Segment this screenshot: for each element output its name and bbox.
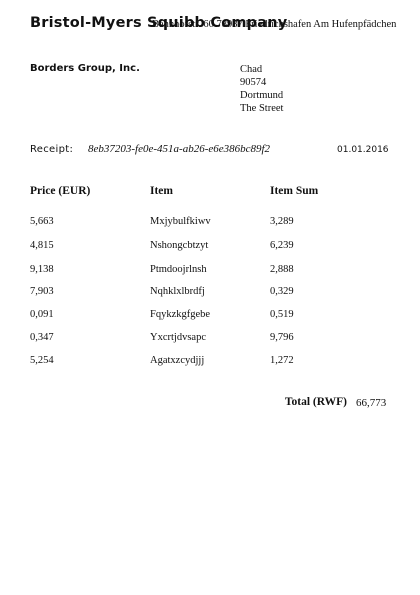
item-sum-cell: 9,796 — [270, 332, 294, 343]
item-cell: Mxjybulfkiwv — [150, 216, 211, 227]
company-name: Bristol-Myers Squibb Company — [30, 15, 288, 31]
item-sum-cell: 2,888 — [270, 264, 294, 275]
recipient-company: Borders Group, Inc. — [30, 63, 140, 74]
item-sum-cell: 3,289 — [270, 216, 294, 227]
price-cell: 9,138 — [30, 264, 54, 275]
item-cell: Fqykzkgfgebe — [150, 309, 211, 320]
recipient-street: The Street — [240, 103, 284, 114]
item-sum-cell: 0,329 — [270, 286, 294, 297]
item-cell: Nshongcbtzyt — [150, 240, 209, 251]
item-sum-cell: 1,272 — [270, 355, 294, 366]
item-cell: Nqhklxlbrdfj — [150, 286, 205, 297]
item-cell: Agatxzcydjjj — [150, 355, 205, 366]
receipt-label: Receipt: — [30, 144, 74, 155]
price-cell: 4,815 — [30, 240, 54, 251]
price-cell: 7,903 — [30, 286, 54, 297]
receipt-id: 8eb37203-fe0e-451a-ab26-e6e386bc89f2 — [88, 143, 271, 155]
item-sum-cell: 6,239 — [270, 240, 294, 251]
column-header-item: Item — [150, 185, 173, 197]
item-cell: Ptmdoojrlnsh — [150, 264, 207, 275]
price-cell: 5,663 — [30, 216, 54, 227]
total-value: 66,773 — [356, 397, 387, 409]
column-header-item-sum: Item Sum — [270, 185, 319, 197]
price-cell: 0,091 — [30, 309, 54, 320]
item-cell: Yxcrtjdvsapc — [150, 332, 206, 343]
receipt-date: 01.01.2016 — [337, 145, 389, 155]
column-header-price: Price (EUR) — [30, 185, 91, 197]
recipient-city: Dortmund — [240, 90, 284, 101]
sender-address: Bahnhofstr. 60 78987 Friedrichshafen Am … — [152, 19, 397, 30]
price-cell: 0,347 — [30, 332, 54, 343]
recipient-postcode: 90574 — [240, 77, 267, 88]
price-cell: 5,254 — [30, 355, 54, 366]
recipient-name: Chad — [240, 64, 263, 75]
total-label: Total (RWF) — [284, 396, 347, 408]
item-sum-cell: 0,519 — [270, 309, 294, 320]
